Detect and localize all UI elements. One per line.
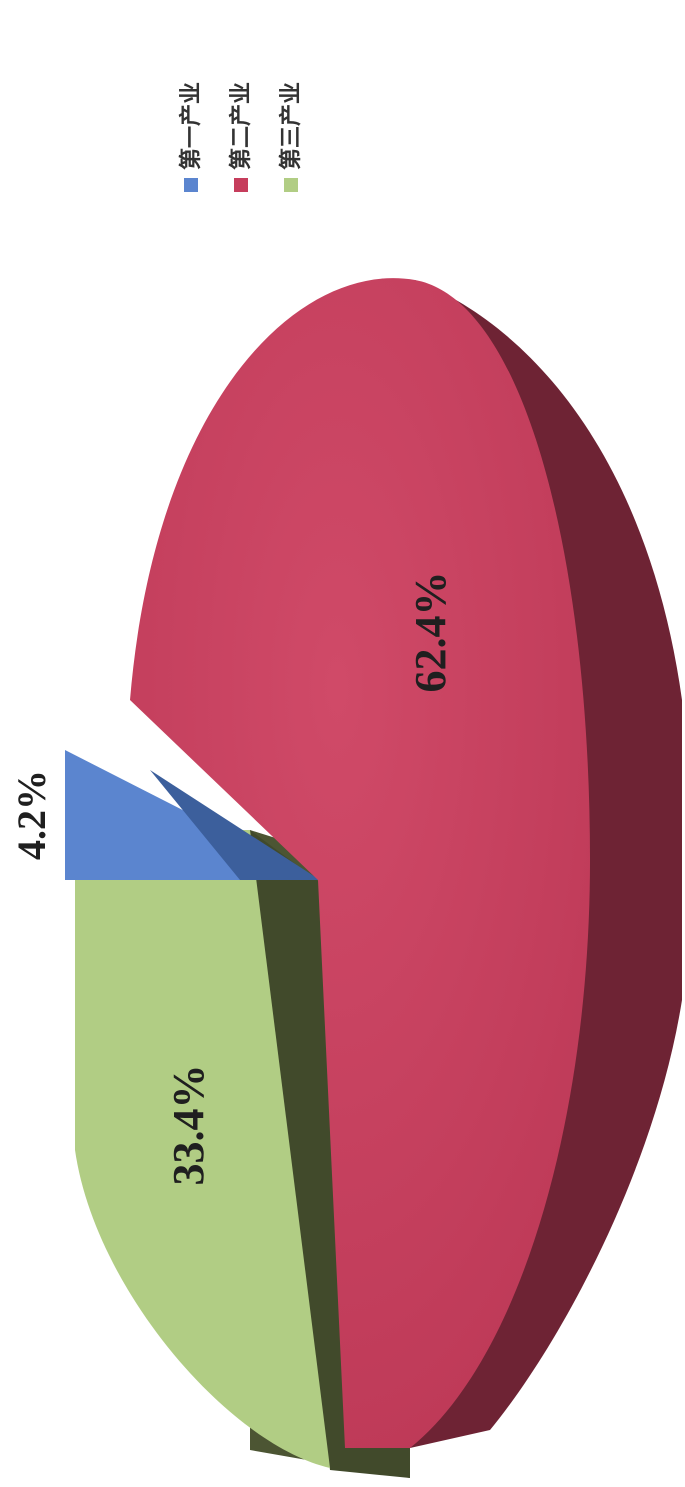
slice-secondary: 62.4% bbox=[130, 278, 682, 1448]
data-label-tertiary: 33.4% bbox=[164, 1065, 213, 1186]
legend-label-primary: 第一产业 bbox=[178, 82, 204, 170]
legend-label-tertiary: 第三产业 bbox=[278, 82, 304, 170]
slice-primary: 4.2% bbox=[9, 750, 320, 880]
slice-tertiary-top bbox=[75, 830, 330, 1468]
legend-swatch-tertiary bbox=[284, 178, 298, 192]
legend: 第一产业 第二产业 第三产业 bbox=[178, 82, 304, 192]
legend-item-primary: 第一产业 bbox=[178, 82, 204, 192]
data-label-primary: 4.2% bbox=[9, 770, 54, 860]
slice-primary-side bbox=[150, 770, 320, 880]
slice-secondary-top bbox=[130, 278, 590, 1448]
legend-swatch-secondary bbox=[234, 178, 248, 192]
legend-item-tertiary: 第三产业 bbox=[278, 82, 304, 192]
data-label-secondary: 62.4% bbox=[406, 572, 455, 693]
legend-label-secondary: 第二产业 bbox=[228, 82, 254, 170]
legend-item-secondary: 第二产业 bbox=[228, 82, 254, 192]
legend-swatch-primary bbox=[184, 178, 198, 192]
